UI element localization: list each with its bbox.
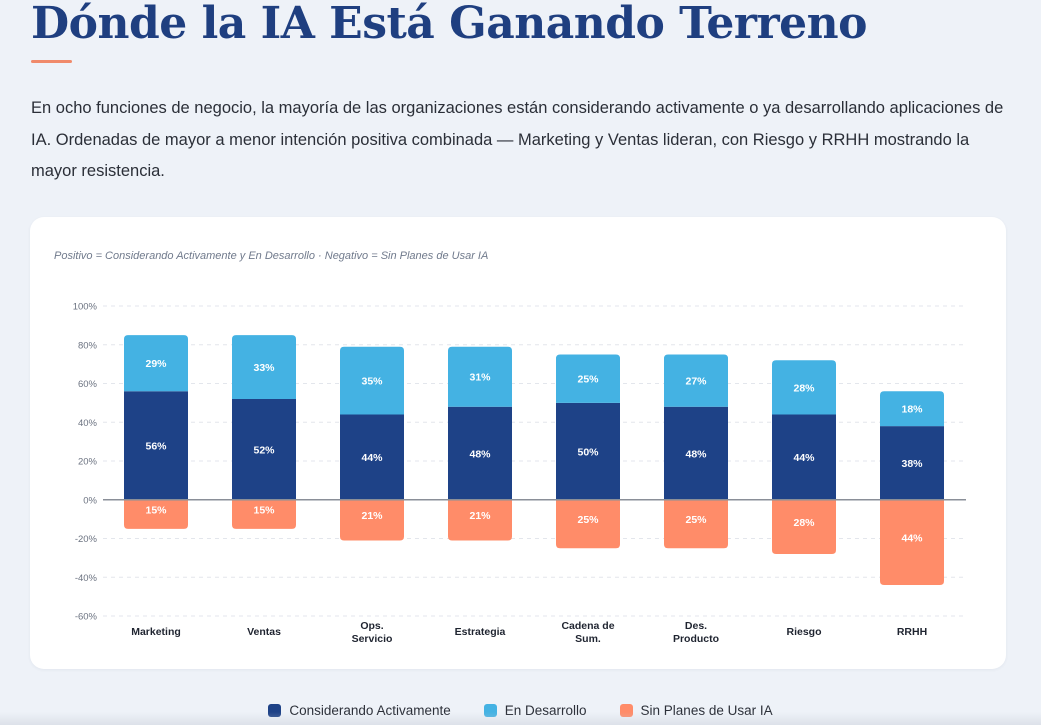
bar-no-plans	[880, 499, 944, 585]
data-label-considering: 44%	[361, 452, 383, 464]
bar-no-plans	[340, 499, 404, 541]
y-tick-label: -20%	[75, 534, 98, 545]
data-label-no-plans: 15%	[145, 504, 167, 516]
data-label-no-plans: 21%	[361, 510, 383, 522]
chart-note: Positivo = Considerando Activamente y En…	[54, 250, 489, 262]
data-label-considering: 44%	[793, 452, 815, 464]
data-label-no-plans: 28%	[793, 517, 815, 529]
data-label-considering: 38%	[901, 458, 923, 470]
x-tick-label: RRHH	[897, 626, 927, 638]
y-tick-label: 0%	[83, 495, 97, 506]
x-tick-label: Des.	[685, 620, 707, 632]
x-tick-label: Cadena de	[561, 620, 614, 632]
bar-developing	[880, 391, 944, 427]
bar-considering	[772, 414, 836, 500]
y-tick-label: 20%	[78, 457, 98, 468]
legend-label-considering: Considerando Activamente	[289, 702, 451, 718]
y-tick-label: 40%	[78, 418, 98, 429]
data-label-considering: 48%	[469, 448, 491, 460]
bar-no-plans	[232, 499, 296, 529]
bottom-fade	[0, 712, 1041, 725]
legend-label-developing: En Desarrollo	[504, 702, 587, 718]
y-tick-label: -60%	[75, 612, 98, 623]
x-tick-label: Estrategia	[455, 626, 506, 638]
legend-item-no-plans: Sin Planes de Usar IA	[619, 702, 773, 718]
bar-developing	[232, 335, 296, 399]
legend-item-developing: En Desarrollo	[483, 702, 587, 718]
data-label-developing: 25%	[577, 374, 599, 386]
x-tick-label: Sum.	[575, 633, 601, 645]
stacked-bar-chart: 100% 80% 60% 40% 20% 0% -20% -40% -60% 56% 29% 15% M…	[73, 302, 966, 645]
chart-card: Positivo = Considerando Activamente y En…	[30, 217, 1006, 669]
bar-no-plans	[664, 499, 728, 549]
bar-considering	[232, 399, 296, 500]
bar-considering	[448, 406, 512, 500]
y-tick-label: 100%	[73, 302, 98, 313]
bar-considering	[124, 391, 188, 500]
title-accent-line	[31, 60, 72, 63]
bar-no-plans	[772, 499, 836, 554]
bar-considering	[880, 426, 944, 500]
data-label-developing: 28%	[793, 382, 815, 394]
bar-no-plans	[124, 499, 188, 529]
data-label-developing: 27%	[685, 376, 707, 388]
data-label-considering: 52%	[253, 444, 275, 456]
y-tick-label: -40%	[75, 573, 98, 584]
x-tick-label: Riesgo	[786, 626, 821, 638]
legend-swatch-considering	[268, 703, 282, 717]
bar-developing	[664, 354, 728, 407]
legend-swatch-developing	[483, 703, 497, 717]
legend-swatch-no-plans	[619, 703, 633, 717]
chart-legend: Considerando Activamente En Desarrollo S…	[0, 700, 1041, 720]
bar-developing	[772, 360, 836, 415]
bar-developing	[556, 354, 620, 403]
intro-paragraph: En ocho funciones de negocio, la mayoría…	[31, 99, 1004, 180]
data-label-no-plans: 44%	[901, 532, 923, 544]
bar-considering	[664, 406, 728, 500]
data-label-no-plans: 21%	[469, 510, 491, 522]
y-tick-label: 60%	[78, 379, 98, 390]
data-label-no-plans: 15%	[253, 504, 275, 516]
bar-no-plans	[448, 499, 512, 541]
bar-developing	[124, 335, 188, 392]
bar-developing	[340, 346, 404, 415]
data-label-developing: 31%	[469, 372, 491, 384]
data-label-developing: 35%	[361, 376, 383, 388]
x-tick-label: Marketing	[131, 626, 181, 638]
x-tick-label: Producto	[673, 633, 719, 645]
data-label-developing: 29%	[145, 358, 167, 370]
y-tick-label: 80%	[78, 340, 98, 351]
bar-no-plans	[556, 499, 620, 549]
data-label-no-plans: 25%	[577, 514, 599, 526]
data-label-considering: 56%	[145, 441, 167, 453]
x-tick-label: Servicio	[352, 633, 393, 645]
data-label-developing: 33%	[253, 362, 275, 374]
page-title: Dónde la IA Está Ganando Terreno	[31, 0, 868, 49]
x-tick-label: Ops.	[360, 620, 383, 632]
legend-label-no-plans: Sin Planes de Usar IA	[640, 702, 773, 718]
data-label-developing: 18%	[901, 404, 923, 416]
bar-considering	[340, 414, 404, 500]
data-label-considering: 48%	[685, 448, 707, 460]
legend-item-considering: Considerando Activamente	[268, 702, 451, 718]
bar-considering	[556, 402, 620, 500]
data-label-no-plans: 25%	[685, 514, 707, 526]
data-label-considering: 50%	[577, 446, 599, 458]
x-tick-label: Ventas	[247, 626, 281, 638]
bar-developing	[448, 346, 512, 407]
